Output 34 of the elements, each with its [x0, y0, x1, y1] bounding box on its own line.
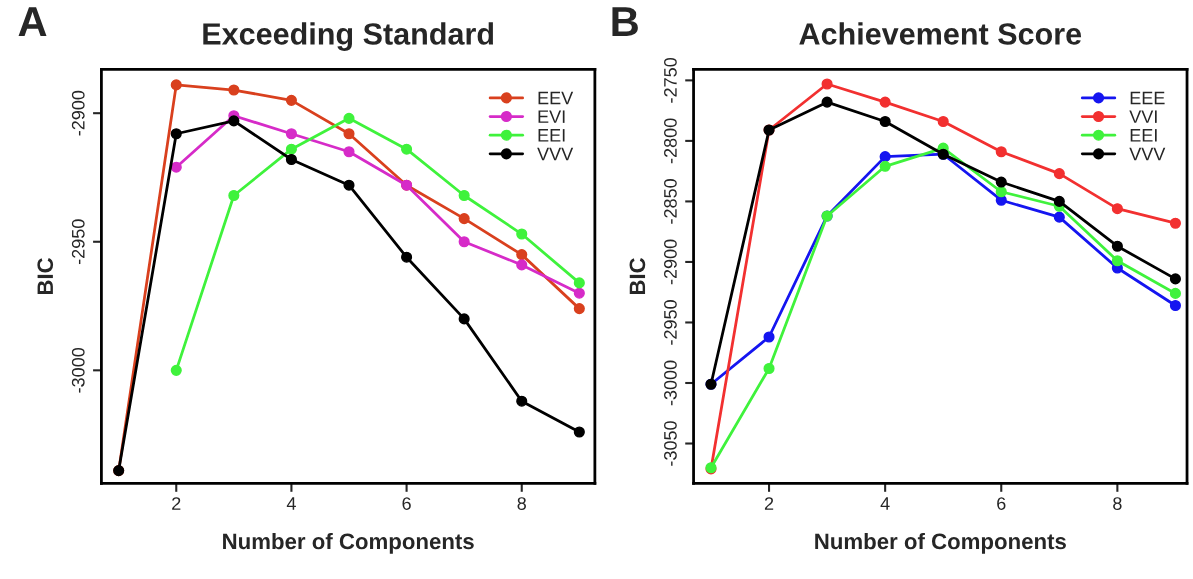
- y-tick-label: -3050: [664, 421, 677, 466]
- y-tick-label: -2850: [664, 179, 677, 224]
- legend-label: EEV: [538, 91, 574, 105]
- y-tick-label: -2950: [664, 300, 677, 345]
- y-tick-label: -3000: [664, 360, 677, 406]
- y-tick-label: -2950: [71, 219, 85, 265]
- legend-label: EEI: [538, 129, 565, 142]
- text: B: [612, 7, 638, 36]
- x-tick-label: 6: [402, 497, 411, 510]
- legend-label: VVI: [1129, 110, 1157, 123]
- x-tick-label: 8: [1113, 497, 1122, 510]
- legend-label: VVV: [537, 147, 574, 161]
- y-tick-label: -2750: [664, 57, 677, 103]
- chart-title: Exceeding Standard: [203, 22, 494, 51]
- y-tick-label: -3000: [71, 347, 85, 393]
- chart-title: Achievement Score: [799, 22, 1082, 45]
- x-tick-label: 2: [172, 497, 181, 510]
- text: A: [18, 7, 47, 36]
- x-tick-label: 6: [997, 497, 1006, 510]
- x-tick-label: 8: [517, 497, 526, 510]
- x-tick-label: 2: [764, 497, 774, 510]
- y-axis-title: BIC: [37, 257, 54, 295]
- legend-label: EEI: [1130, 129, 1157, 142]
- x-tick-label: 4: [880, 497, 890, 510]
- y-tick-label: -2900: [71, 90, 85, 136]
- x-tick-label: 4: [286, 497, 296, 510]
- y-axis-title: BIC: [629, 257, 646, 295]
- x-axis-title: Number of Components: [815, 532, 1066, 554]
- legend-label: EEE: [1130, 91, 1165, 105]
- legend-label: EVI: [538, 110, 565, 123]
- legend-label: VVV: [1129, 147, 1166, 161]
- y-tick-label: -2900: [664, 239, 677, 285]
- x-axis-title: Number of Components: [223, 532, 474, 554]
- y-tick-label: -2800: [664, 118, 677, 164]
